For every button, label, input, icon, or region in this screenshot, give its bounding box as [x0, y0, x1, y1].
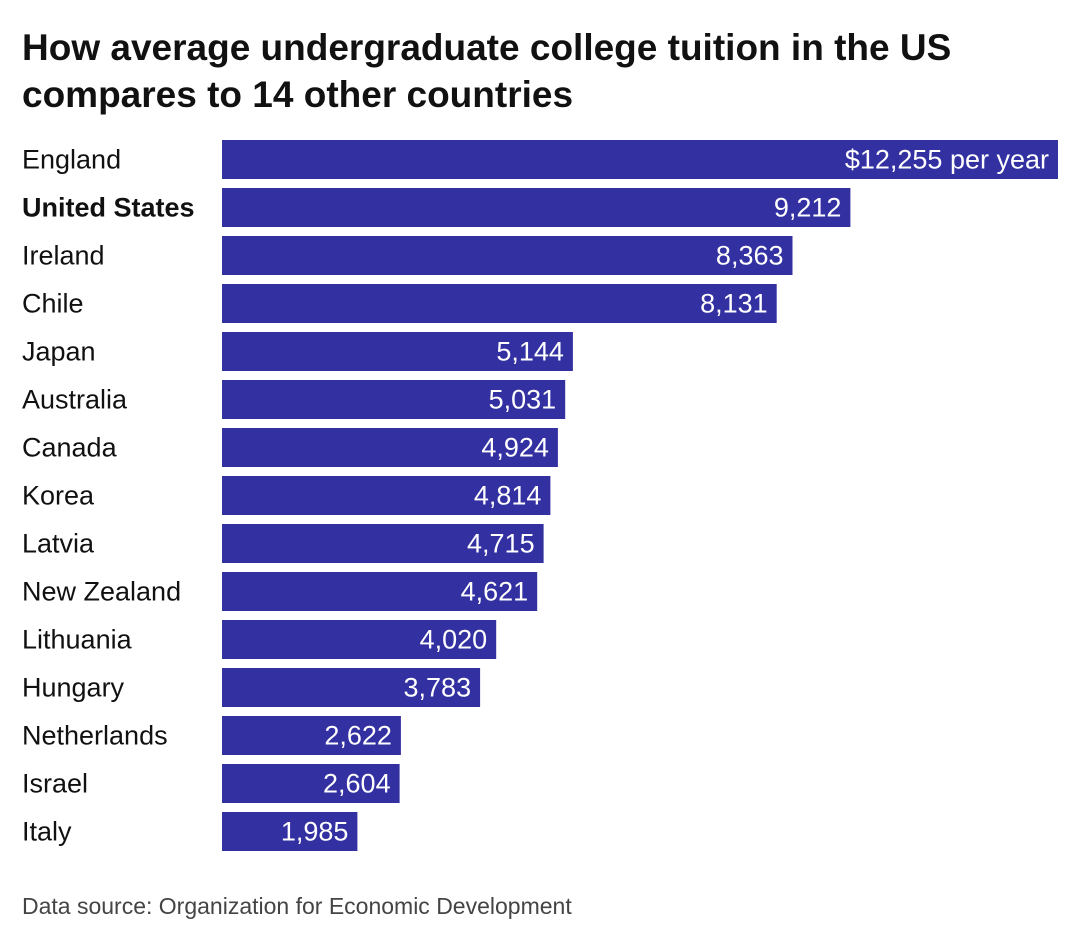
- bar: [222, 716, 401, 755]
- category-label: Italy: [22, 817, 72, 847]
- value-label: 8,363: [716, 241, 784, 271]
- category-label: Latvia: [22, 529, 95, 559]
- bar: [222, 524, 544, 563]
- value-label: 9,212: [774, 193, 842, 223]
- bar-row-latvia: Latvia 4,715: [22, 524, 544, 563]
- bar: [222, 668, 481, 707]
- chart-title: How average undergraduate college tuitio…: [22, 27, 952, 115]
- bar: [222, 620, 497, 659]
- value-label: 5,144: [496, 337, 564, 367]
- bar-row-italy: Italy 1,985: [22, 812, 358, 851]
- value-label: 2,604: [323, 769, 391, 799]
- bar-row-ireland: Ireland 8,363: [22, 236, 793, 275]
- bar-row-lithuania: Lithuania 4,020: [22, 620, 497, 659]
- category-label: Israel: [22, 769, 88, 799]
- bar: [222, 380, 566, 419]
- category-label: England: [22, 145, 121, 175]
- bar: [222, 764, 400, 803]
- bar-row-hungary: Hungary 3,783: [22, 668, 481, 707]
- bar-row-england: England $12,255 per year: [22, 140, 1058, 179]
- category-label: Lithuania: [22, 625, 133, 655]
- bar: [222, 140, 1058, 179]
- bar-row-australia: Australia 5,031: [22, 380, 566, 419]
- value-label: 4,020: [420, 625, 488, 655]
- category-label: Australia: [22, 385, 128, 415]
- bar-row-korea: Korea 4,814: [22, 476, 551, 515]
- category-label: Hungary: [22, 673, 125, 703]
- value-label: 5,031: [489, 385, 557, 415]
- value-label: $12,255 per year: [845, 145, 1049, 175]
- bar-row-new-zealand: New Zealand 4,621: [22, 572, 538, 611]
- value-label: 8,131: [700, 289, 768, 319]
- bar-chart: England $12,255 per year United States 9,21…: [22, 140, 1058, 851]
- bar: [222, 284, 777, 323]
- value-label: 4,814: [474, 481, 542, 511]
- value-label: 3,783: [404, 673, 472, 703]
- category-label: Japan: [22, 337, 96, 367]
- bar: [222, 332, 573, 371]
- value-label: 4,715: [467, 529, 535, 559]
- value-label: 4,621: [461, 577, 529, 607]
- category-label: Netherlands: [22, 721, 168, 751]
- bar-row-netherlands: Netherlands 2,622: [22, 716, 401, 755]
- value-label: 2,622: [324, 721, 392, 751]
- bar: [222, 476, 551, 515]
- value-label: 1,985: [281, 817, 349, 847]
- bar-row-israel: Israel 2,604: [22, 764, 400, 803]
- bar: [222, 236, 793, 275]
- category-label: New Zealand: [22, 577, 181, 607]
- bar: [222, 572, 538, 611]
- category-label: Canada: [22, 433, 118, 463]
- bar: [222, 812, 358, 851]
- category-label: Ireland: [22, 241, 105, 271]
- bar-row-japan: Japan 5,144: [22, 332, 573, 371]
- bars-group: England $12,255 per year United States 9,21…: [22, 140, 1058, 851]
- bar: [222, 428, 558, 467]
- category-label: Chile: [22, 289, 84, 319]
- bar: [222, 188, 851, 227]
- bar-row-chile: Chile 8,131: [22, 284, 777, 323]
- category-label: United States: [22, 193, 195, 223]
- category-label: Korea: [22, 481, 95, 511]
- data-source: Data source: Organization for Economic D…: [22, 893, 572, 919]
- bar-row-united-states: United States 9,212: [22, 188, 851, 227]
- value-label: 4,924: [481, 433, 549, 463]
- bar-row-canada: Canada 4,924: [22, 428, 558, 467]
